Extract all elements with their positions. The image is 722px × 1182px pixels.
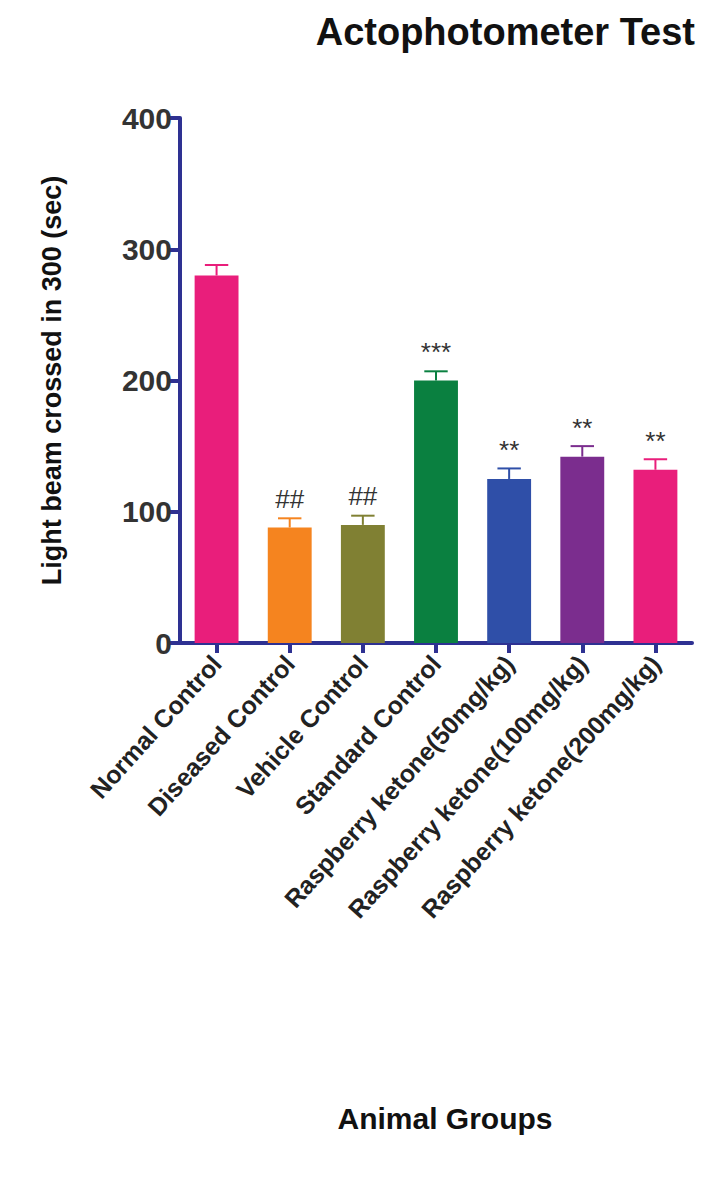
svg-text:400: 400 (122, 102, 172, 135)
svg-text:Diseased Control: Diseased Control (141, 649, 301, 822)
svg-text:Vehicle Control: Vehicle Control (231, 650, 374, 804)
svg-text:##: ## (275, 484, 304, 514)
svg-text:Raspberry ketone(50mg/kg): Raspberry ketone(50mg/kg) (278, 649, 520, 913)
svg-text:Raspberry ketone(100mg/kg): Raspberry ketone(100mg/kg) (342, 649, 593, 924)
svg-text:**: ** (645, 426, 665, 456)
svg-text:0: 0 (155, 627, 172, 660)
svg-text:Animal Groups: Animal Groups (337, 1102, 552, 1135)
svg-text:***: *** (421, 337, 451, 367)
svg-text:Actophotometer Test: Actophotometer Test (316, 11, 696, 53)
svg-text:200: 200 (122, 364, 172, 397)
svg-text:Raspberry ketone(200mg/kg): Raspberry ketone(200mg/kg) (416, 650, 666, 924)
svg-text:**: ** (499, 435, 519, 465)
svg-text:Normal Control: Normal Control (84, 650, 226, 804)
svg-text:**: ** (572, 413, 592, 443)
svg-text:300: 300 (122, 233, 172, 266)
svg-text:Standard Control: Standard Control (289, 649, 447, 820)
svg-text:##: ## (348, 481, 377, 511)
svg-text:100: 100 (122, 495, 172, 528)
svg-text:Light beam crossed in 300 (sec: Light beam crossed in 300 (sec) (37, 176, 67, 586)
